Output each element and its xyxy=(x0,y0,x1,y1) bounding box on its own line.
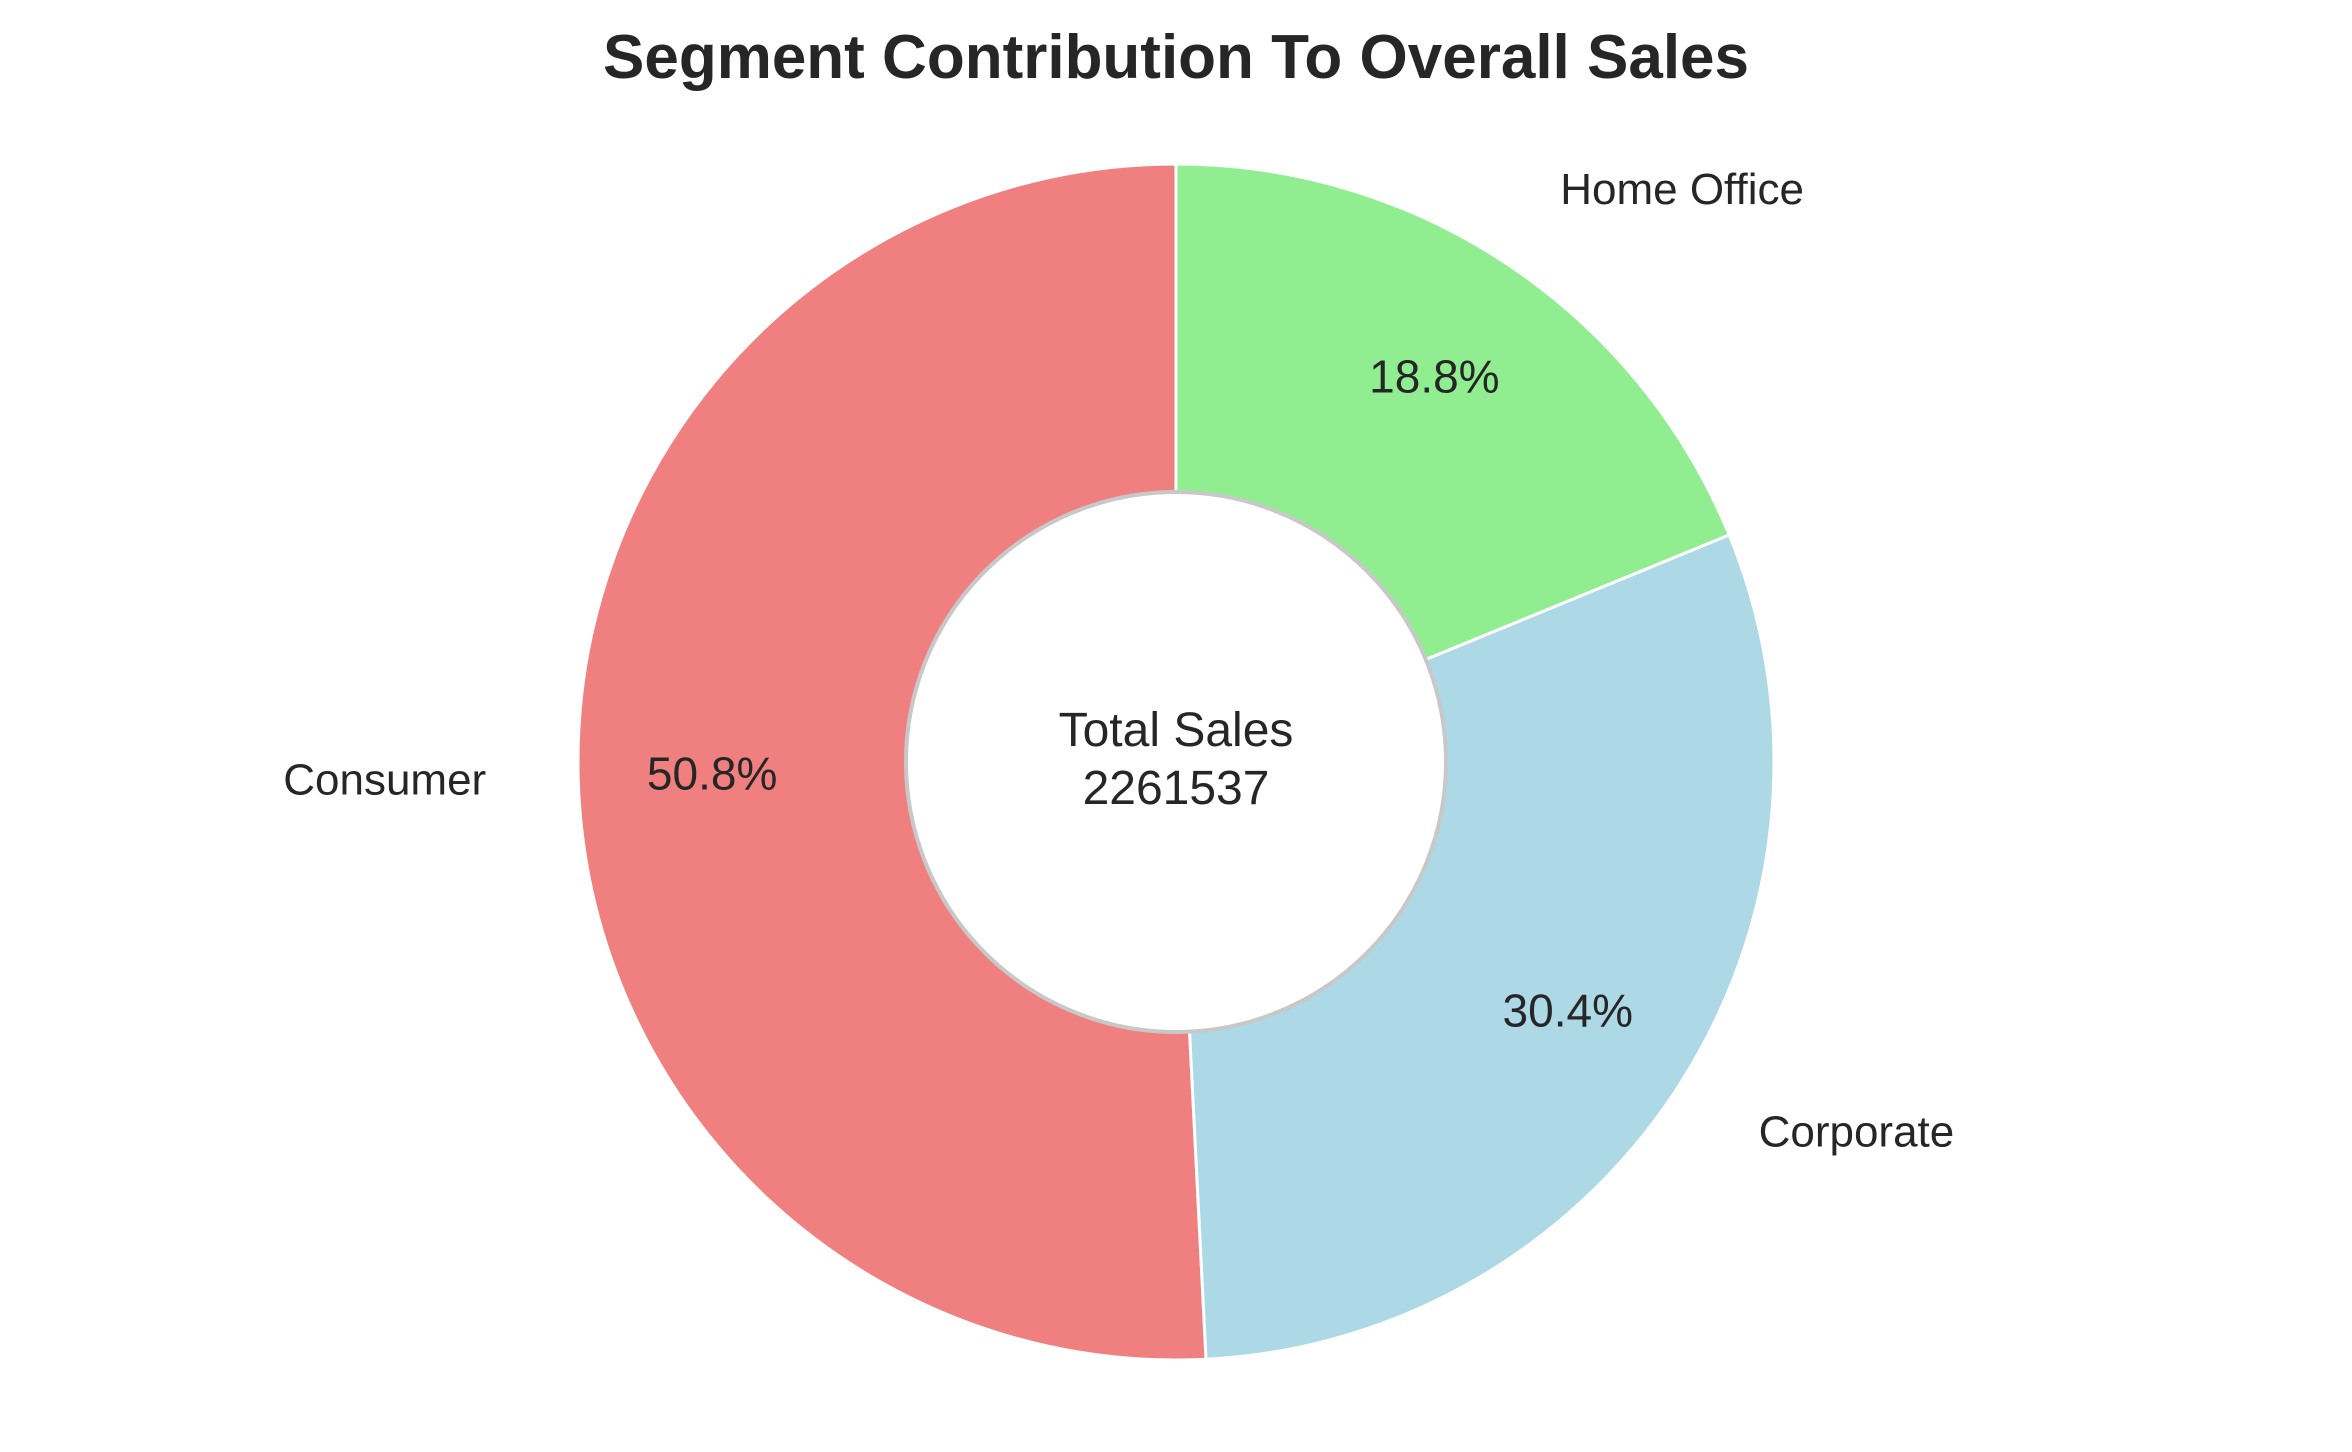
center-total-value: 2261537 xyxy=(1083,762,1270,815)
category-label: Home Office xyxy=(1560,165,1804,214)
percent-label: 50.8% xyxy=(647,748,777,800)
category-label: Consumer xyxy=(283,755,486,804)
chart-title: Segment Contribution To Overall Sales xyxy=(603,23,1749,92)
center-total-label: Total Sales xyxy=(1059,704,1294,757)
percent-label: 18.8% xyxy=(1369,351,1499,403)
category-label: Corporate xyxy=(1759,1108,1955,1157)
wedge-consumer xyxy=(576,162,1208,1362)
percent-label: 30.4% xyxy=(1503,985,1633,1037)
donut-hole xyxy=(904,490,1448,1034)
percent-labels-group: 50.8% 30.4% 18.8% xyxy=(647,351,1633,1037)
category-labels-group: Consumer Corporate Home Office xyxy=(283,165,1954,1157)
